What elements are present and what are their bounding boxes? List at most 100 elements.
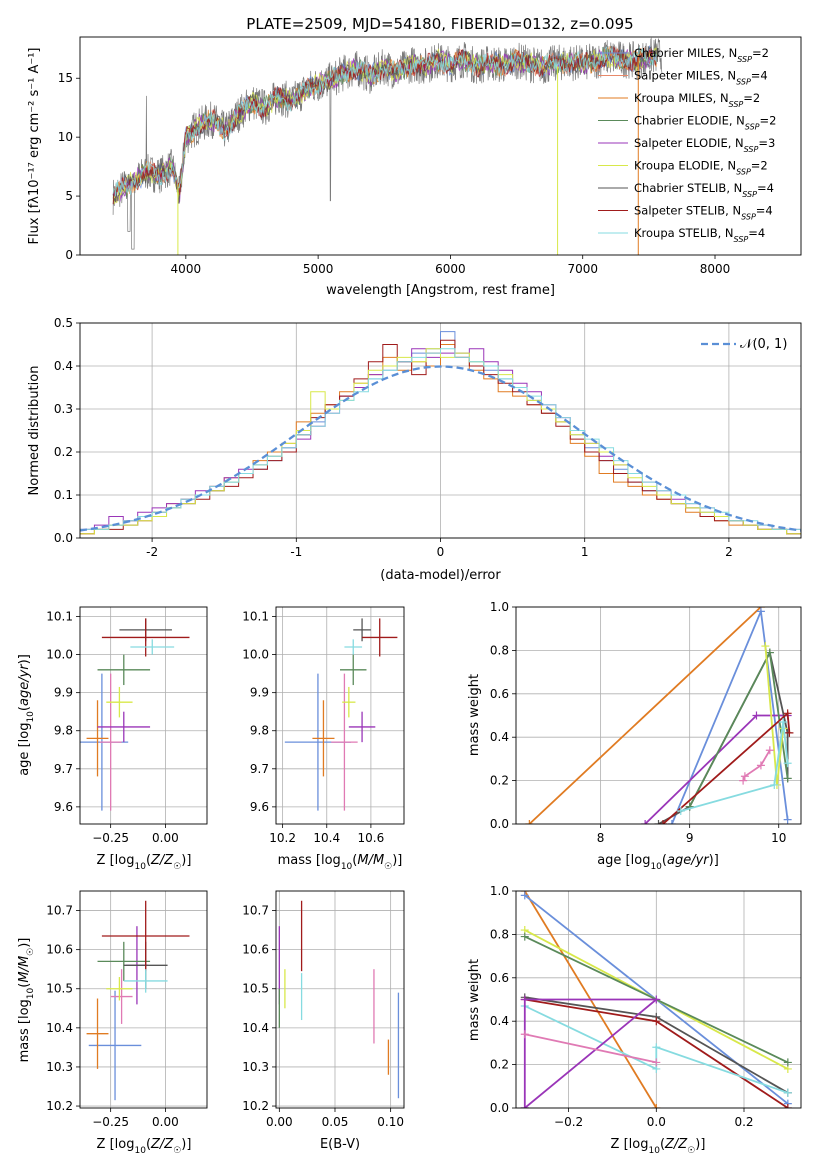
legend-entry-name: Chabrier STELIB, N — [634, 181, 742, 195]
x-tick-label: -1 — [290, 545, 302, 559]
y-tick-label: 10.2 — [46, 1099, 73, 1113]
axis-label-part: Z/Z — [150, 1137, 174, 1152]
y-tick-label: 1.0 — [490, 600, 509, 614]
x-axis-label: E(B-V) — [320, 1137, 360, 1152]
hist-plot — [80, 331, 801, 535]
age_vs_Z-axes: −0.25 0.00 9.6 9.7 9.8 9.9 10.0 10.1 — [46, 607, 207, 845]
legend-entry-tail: =4 — [756, 204, 773, 218]
x-tick-label: 1 — [581, 545, 589, 559]
weight-marker — [783, 815, 792, 824]
weight_vs_Z-axes: −0.2 0.0 0.2 0.0 0.2 0.4 0.6 0.8 1.0 — [490, 884, 801, 1129]
spectrum-frame — [79, 36, 802, 256]
y-tick-label: 0.0 — [490, 817, 509, 831]
axis-label: mass [log10(M/M☉)] — [278, 853, 403, 872]
x-tick-label: 5000 — [303, 262, 334, 276]
y-tick-label: 10.1 — [46, 610, 73, 624]
axis-label-part: mass [log — [17, 999, 32, 1062]
axis-label-part: )] — [17, 654, 32, 664]
weight-line — [742, 749, 771, 781]
x-tick-label: 0.2 — [734, 1115, 753, 1129]
axis-label-part: age [log — [597, 853, 650, 868]
age_vs_mass-frame — [275, 606, 405, 825]
weight-line — [671, 607, 789, 824]
axis-label-part: Z [log — [97, 853, 135, 868]
y-tick-label: 10.5 — [46, 982, 73, 996]
weight-marker — [525, 820, 534, 824]
mass_vs_EBV-plot — [278, 900, 400, 1099]
mass_vs_Z-plot — [86, 900, 190, 1101]
y-tick-label: 10.6 — [242, 943, 269, 957]
axis-label-part: mass [log — [278, 853, 341, 868]
legend-entry-tail: =4 — [748, 226, 765, 240]
legend-entry: Salpeter MILES, NSSP=4 — [634, 69, 768, 87]
y-tick-label: 0.8 — [490, 643, 509, 657]
y-tick-label: 0.6 — [490, 687, 509, 701]
axis-label: Z [log10(Z/Z☉)] — [611, 1137, 706, 1156]
axis-label-part: ☉ — [687, 1146, 695, 1156]
y-tick-label: 10.4 — [242, 1021, 269, 1035]
x-tick-label: 9 — [686, 831, 694, 845]
axis-label-part: M/M — [17, 956, 32, 983]
x-tick-label: 8 — [597, 831, 605, 845]
legend-entry-name: Chabrier MILES, N — [634, 46, 737, 60]
y-tick-label: 10 — [58, 130, 73, 144]
y-tick-label: 10.3 — [242, 1060, 269, 1074]
legend-entry-sub: SSP — [736, 167, 751, 176]
axis-label-part: ( — [17, 983, 32, 988]
y-tick-label: 9.6 — [250, 800, 269, 814]
weight-marker — [520, 995, 529, 1004]
weight-marker — [520, 1030, 529, 1039]
x-tick-label: 10.2 — [269, 831, 296, 845]
hist-frame — [79, 322, 802, 539]
axis-label-part: ☉ — [26, 948, 36, 956]
legend-entry-tail: =3 — [758, 136, 775, 150]
y-tick-label: 0.4 — [490, 1014, 509, 1028]
axis-label-part: ☉ — [384, 862, 392, 872]
weight-marker — [783, 1088, 792, 1097]
weight-marker — [520, 1104, 529, 1108]
legend-entry-tail: =2 — [760, 114, 777, 128]
legend-entry-name: Kroupa MILES, N — [634, 91, 729, 105]
axis-label-part: )] — [392, 853, 402, 868]
y-tick-label: 9.8 — [54, 724, 73, 738]
y-tick-label: 10.2 — [242, 1099, 269, 1113]
axis-label-part: Z [log — [611, 1137, 649, 1152]
y-tick-label: 0.6 — [490, 971, 509, 985]
axis-label-part: )] — [181, 853, 191, 868]
legend-entry-name: Kroupa STELIB, N — [634, 226, 734, 240]
x-tick-label: 6000 — [435, 262, 466, 276]
y-tick-label: 10.5 — [242, 982, 269, 996]
weight-line — [528, 607, 762, 824]
weight-marker — [756, 761, 765, 770]
x-tick-label: 7000 — [567, 262, 598, 276]
weight-marker — [641, 820, 650, 824]
legend-entry-name: Kroupa ELODIE, N — [634, 159, 736, 173]
x-tick-label: 0.00 — [266, 1115, 293, 1129]
weight-marker — [740, 772, 749, 781]
weight-marker — [652, 1017, 661, 1026]
axis-label-part: ( — [662, 853, 667, 868]
weight-marker — [654, 820, 663, 824]
x-tick-label: 0.05 — [322, 1115, 349, 1129]
age_vs_Z-plot — [80, 618, 190, 811]
x-tick-label: 10.6 — [358, 831, 385, 845]
x-tick-label: -2 — [146, 545, 158, 559]
legend-entry-tail: =4 — [751, 69, 768, 83]
y-tick-label: 0.0 — [490, 1101, 509, 1115]
age_vs_mass-axes: 10.2 10.4 10.6 9.6 9.7 9.8 9.9 10.0 10.1 — [242, 607, 404, 845]
axis-label-part: age/yr — [17, 663, 32, 706]
weight-marker — [756, 607, 765, 616]
axis-label-part: )] — [709, 853, 719, 868]
y-tick-label: 10.7 — [242, 904, 269, 918]
weight-marker — [761, 642, 770, 651]
y-axis-label: mass weight — [467, 674, 482, 756]
weight-marker — [765, 746, 774, 755]
axis-label-part: Z/Z — [664, 1137, 688, 1152]
x-tick-label: 8000 — [700, 262, 731, 276]
legend-entry: Kroupa ELODIE, NSSP=2 — [634, 159, 768, 177]
legend-entry: Salpeter ELODIE, NSSP=3 — [634, 136, 775, 154]
y-tick-label: 15 — [58, 71, 73, 85]
y-tick-label: 10.0 — [46, 648, 73, 662]
y-tick-label: 0.2 — [490, 774, 509, 788]
axis-label-part: 10 — [26, 711, 36, 723]
